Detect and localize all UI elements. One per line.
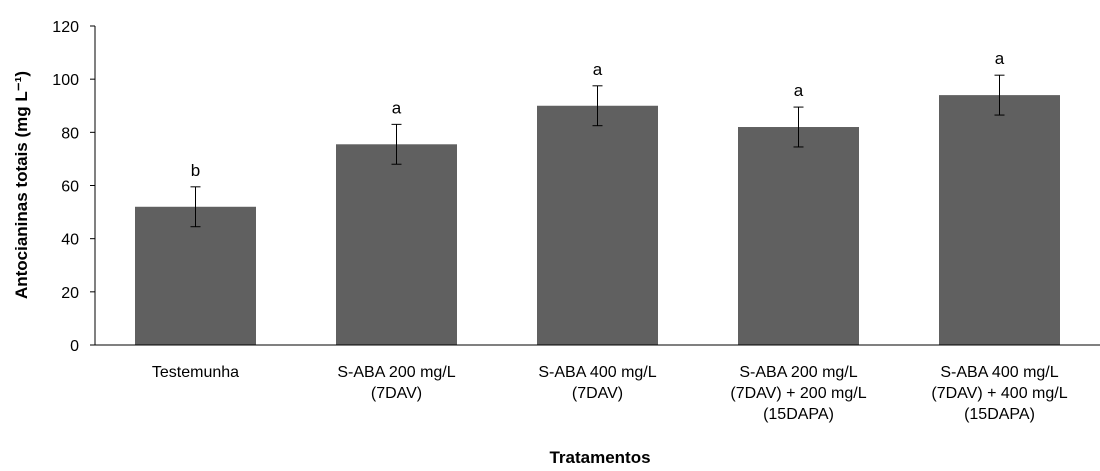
y-tick-label: 120 [52, 19, 79, 36]
x-axis-title: Tratamentos [549, 448, 650, 467]
x-tick-label: (7DAV) + 400 mg/L [931, 385, 1067, 402]
x-tick-label: (7DAV) [572, 385, 623, 402]
bar [738, 127, 859, 346]
y-tick-label: 80 [61, 125, 79, 142]
y-tick-label: 100 [52, 72, 79, 89]
bar [336, 144, 457, 345]
x-tick-label: Testemunha [152, 364, 239, 381]
x-tick-label: (7DAV) [371, 385, 422, 402]
significance-letter: b [191, 161, 200, 180]
x-tick-label: S-ABA 200 mg/L [739, 364, 857, 381]
y-tick-label: 20 [61, 285, 79, 302]
bar [939, 95, 1060, 345]
x-tick-label: S-ABA 400 mg/L [538, 364, 656, 381]
x-tick-label: S-ABA 400 mg/L [940, 364, 1058, 381]
y-tick-label: 60 [61, 179, 79, 196]
bar [537, 105, 658, 345]
y-tick-label: 0 [70, 338, 79, 355]
significance-letter: a [995, 49, 1005, 68]
y-tick-label: 40 [61, 232, 79, 249]
x-tick-label: (7DAV) + 200 mg/L [730, 385, 866, 402]
x-axis: Testemunha S-ABA 200 mg/L (7DAV) S-ABA 400 … [95, 344, 1100, 423]
bar [135, 206, 256, 345]
significance-letter: a [794, 81, 804, 100]
bars: b a a a a [135, 49, 1060, 346]
y-axis-title: Antocianinas totais (mg L⁻¹) [12, 71, 31, 299]
x-tick-label: (15DAPA) [763, 406, 834, 423]
significance-letter: a [593, 60, 603, 79]
x-tick-label: (15DAPA) [964, 406, 1035, 423]
y-axis: 0 20 40 60 80 100 120 [52, 19, 96, 355]
x-tick-label: S-ABA 200 mg/L [337, 364, 455, 381]
significance-letter: a [392, 98, 402, 117]
